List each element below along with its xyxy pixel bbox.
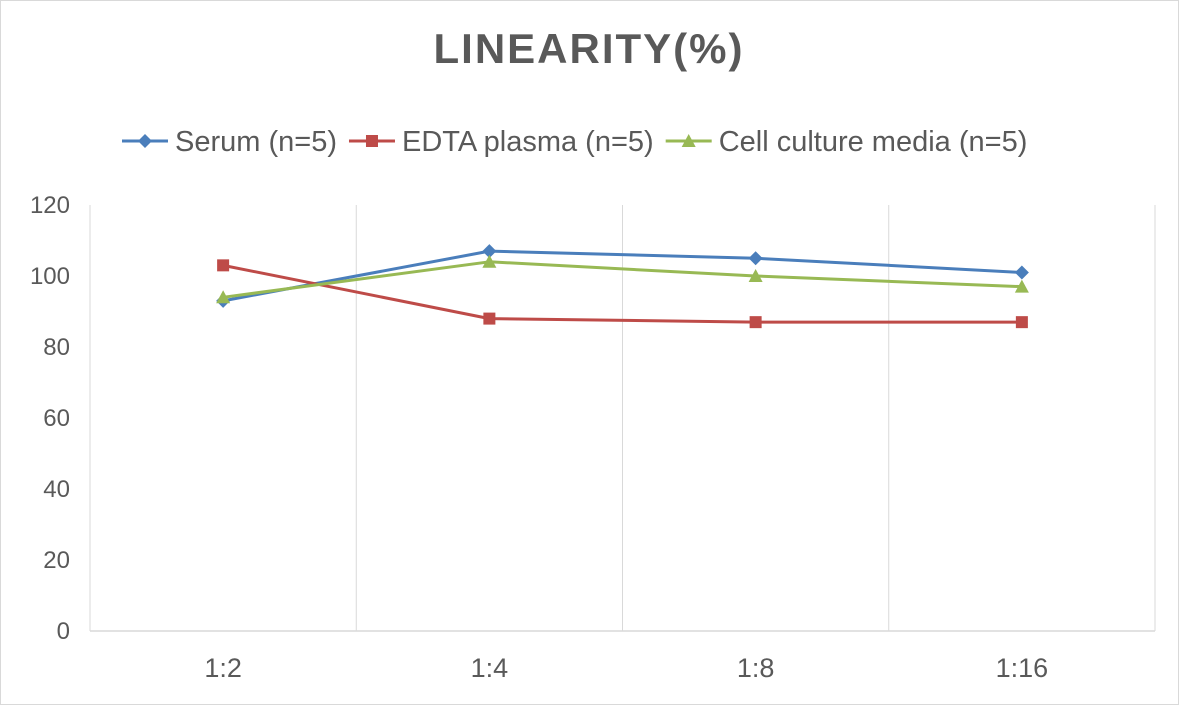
data-point-cell-culture-media-n-5 <box>748 269 763 282</box>
y-tick-label: 120 <box>30 192 70 219</box>
y-axis-ticks: 0 20 40 60 80 100 120 <box>30 192 70 645</box>
x-axis-ticks: 1:2 1:4 1:8 1:16 <box>204 653 1048 683</box>
data-point-serum-n-5 <box>748 251 763 266</box>
data-point-cell-culture-media-n-5 <box>1014 279 1029 293</box>
y-tick-label: 80 <box>43 334 70 361</box>
x-tick-label: 1:16 <box>996 653 1049 683</box>
series-line-edta-plasma-n-5 <box>222 263 1022 324</box>
legend: Serum (n=5) EDTA plasma (n=5) Cell culture… <box>122 126 1027 158</box>
data-point-edta-plasma-n-5 <box>1015 316 1028 329</box>
x-tick-label: 1:4 <box>471 653 509 683</box>
y-tick-label: 40 <box>43 476 70 503</box>
legend-marker <box>681 134 696 147</box>
data-point-serum-n-5 <box>1014 265 1029 280</box>
y-tick-label: 20 <box>43 547 70 574</box>
y-tick-label: 0 <box>57 618 70 645</box>
chart-title: LINEARITY(%) <box>434 25 745 72</box>
x-tick-label: 1:8 <box>737 653 775 683</box>
series-line-cell-culture-media-n-5 <box>222 260 1022 299</box>
legend-label: EDTA plasma (n=5) <box>402 126 654 158</box>
data-point-cell-culture-media-n-5 <box>216 290 231 304</box>
series-group <box>216 244 1029 329</box>
data-point-edta-plasma-n-5 <box>483 312 496 325</box>
legend-item-edta-plasma-n-5: EDTA plasma (n=5) <box>348 126 654 158</box>
y-tick-label: 100 <box>30 263 70 290</box>
legend-item-serum-n-5: Serum (n=5) <box>122 126 337 158</box>
data-point-edta-plasma-n-5 <box>749 316 762 329</box>
series-line-serum-n-5 <box>222 249 1022 303</box>
y-tick-label: 60 <box>43 405 70 432</box>
legend-label: Serum (n=5) <box>175 126 337 158</box>
data-point-edta-plasma-n-5 <box>217 259 230 272</box>
legend-marker <box>365 135 378 147</box>
x-tick-label: 1:2 <box>204 653 242 683</box>
data-point-cell-culture-media-n-5 <box>482 254 497 268</box>
data-point-serum-n-5 <box>482 244 497 259</box>
legend-item-cell-culture-media-n-5: Cell culture media (n=5) <box>665 126 1028 158</box>
legend-marker <box>138 134 152 148</box>
legend-label: Cell culture media (n=5) <box>719 126 1028 158</box>
